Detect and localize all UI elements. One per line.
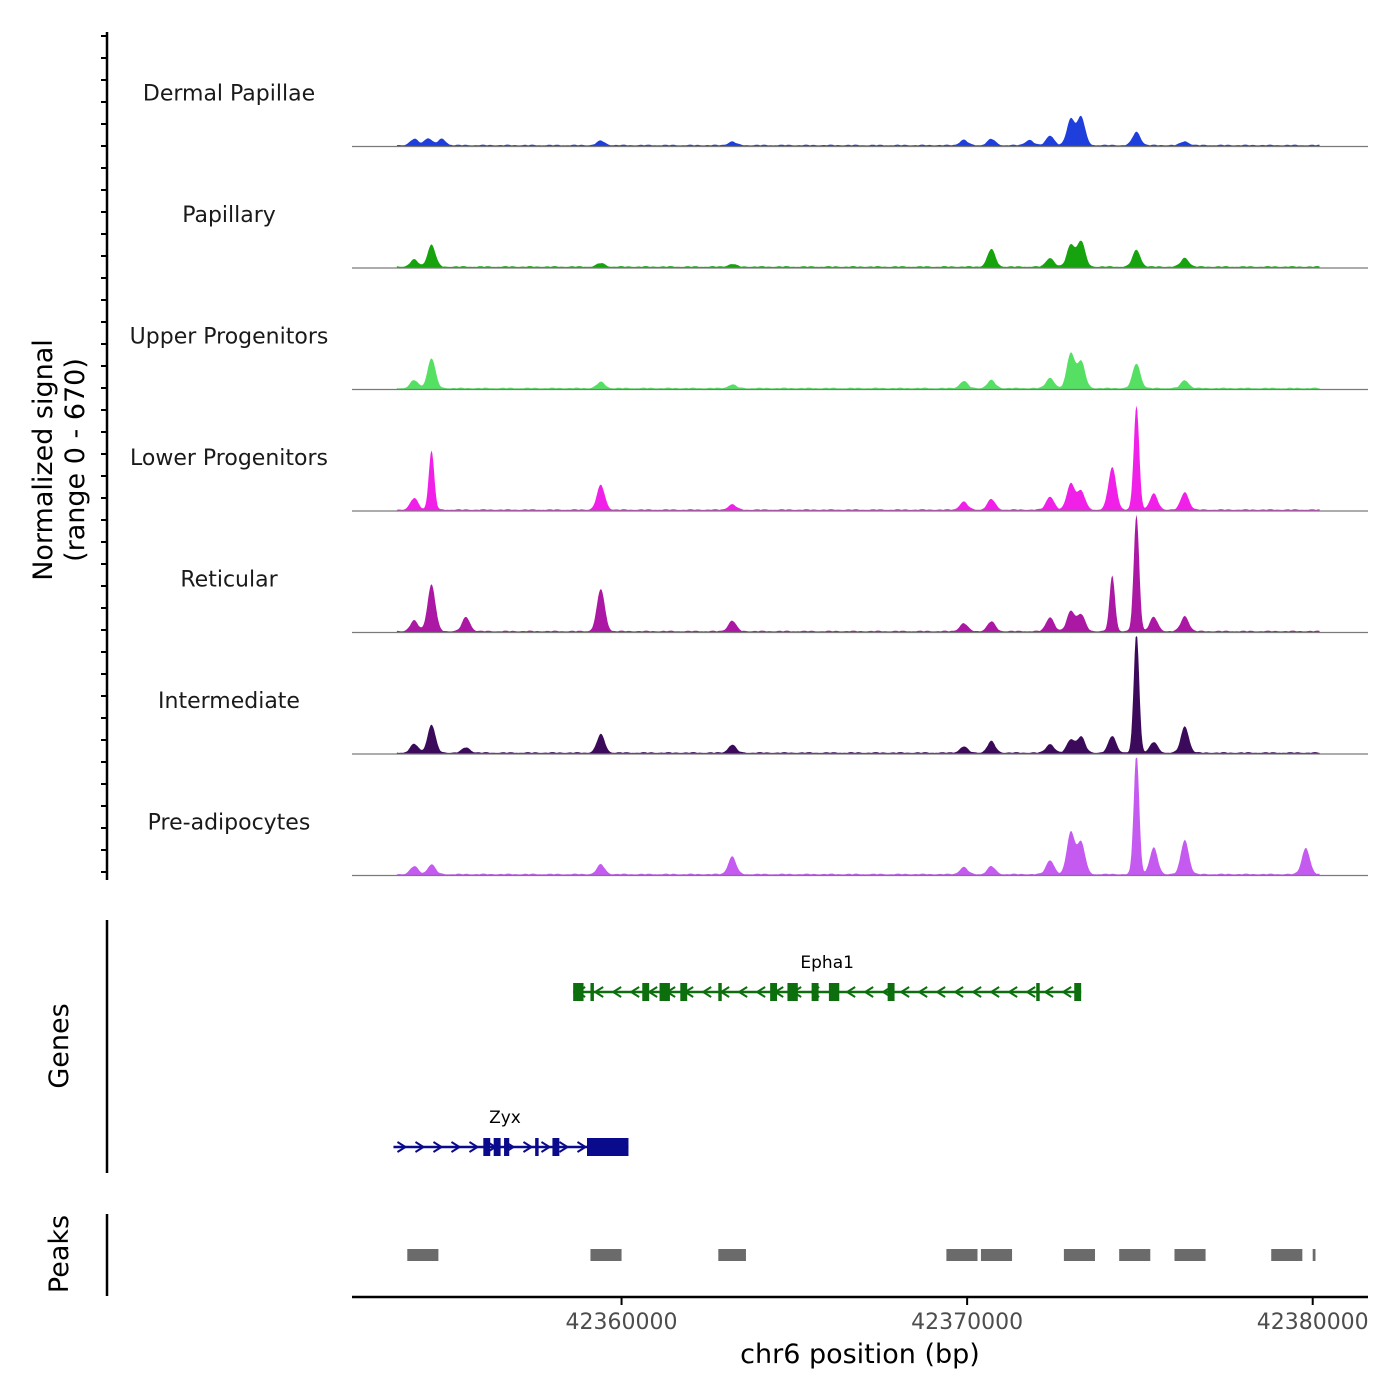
peak-region bbox=[1312, 1249, 1316, 1261]
strand-arrow bbox=[1043, 986, 1054, 998]
coverage-area bbox=[396, 240, 1320, 268]
strand-arrow bbox=[558, 1141, 570, 1153]
coverage-y-ticks bbox=[101, 35, 107, 873]
gene-exon bbox=[680, 983, 688, 1001]
coverage-area bbox=[396, 352, 1320, 390]
strand-arrow bbox=[593, 986, 604, 998]
track-label: Dermal Papillae bbox=[143, 82, 315, 107]
peak-region bbox=[590, 1249, 622, 1261]
peak-region bbox=[980, 1249, 1013, 1261]
gene-exon bbox=[1074, 983, 1082, 1001]
strand-arrow bbox=[701, 986, 712, 998]
strand-arrow bbox=[396, 1141, 408, 1153]
strand-arrow bbox=[450, 1141, 462, 1153]
gene-exon bbox=[504, 1138, 510, 1156]
strand-arrow bbox=[737, 986, 748, 998]
peak-panel bbox=[407, 1249, 1316, 1261]
track-pre-adipocytes: Pre-adipocytes bbox=[148, 757, 1368, 877]
gene-exon bbox=[811, 983, 819, 1001]
strand-arrow bbox=[522, 1141, 534, 1153]
coverage-area bbox=[396, 514, 1320, 633]
x-tick-label: 42380000 bbox=[1257, 1310, 1369, 1335]
strand-arrow bbox=[576, 1141, 588, 1153]
gene-epha1: Epha1 bbox=[573, 953, 1082, 1001]
genes-panel-title: Genes bbox=[44, 1003, 75, 1088]
gene-label: Zyx bbox=[489, 1108, 521, 1128]
strand-arrow bbox=[414, 1141, 426, 1153]
gene-exon bbox=[483, 1138, 491, 1156]
strand-arrow bbox=[989, 986, 1000, 998]
strand-arrow bbox=[432, 1141, 444, 1153]
track-label: Lower Progenitors bbox=[130, 446, 328, 471]
gene-exon bbox=[535, 1138, 539, 1156]
coverage-area bbox=[396, 636, 1320, 754]
peak-region bbox=[1271, 1249, 1303, 1261]
track-upper-progenitors: Upper Progenitors bbox=[130, 325, 1368, 391]
gene-exon bbox=[828, 983, 840, 1001]
y-axis-title-line2: (range 0 - 670) bbox=[60, 358, 91, 562]
gene-exon bbox=[586, 1138, 629, 1156]
track-lower-progenitors: Lower Progenitors bbox=[130, 405, 1368, 512]
peak-region bbox=[1063, 1249, 1095, 1261]
peaks-panel-title: Peaks bbox=[44, 1215, 75, 1293]
gene-exon bbox=[552, 1138, 560, 1156]
gene-exon bbox=[493, 1138, 501, 1156]
y-axis-title-line1: Normalized signal bbox=[28, 339, 59, 581]
track-label: Upper Progenitors bbox=[130, 325, 329, 350]
coverage-area bbox=[396, 757, 1320, 876]
gene-exon bbox=[659, 983, 670, 1001]
track-papillary: Papillary bbox=[182, 203, 1368, 269]
track-reticular: Reticular bbox=[180, 514, 1368, 634]
track-label: Reticular bbox=[180, 568, 278, 593]
strand-arrow bbox=[1007, 986, 1018, 998]
coverage-area bbox=[396, 115, 1320, 147]
peak-region bbox=[946, 1249, 978, 1261]
strand-arrow bbox=[540, 1141, 552, 1153]
track-label: Pre-adipocytes bbox=[148, 811, 311, 836]
coverage-area bbox=[396, 405, 1320, 511]
strand-arrow bbox=[611, 986, 622, 998]
gene-exon bbox=[573, 983, 584, 1001]
gene-zyx: Zyx bbox=[393, 1108, 629, 1156]
strand-arrow bbox=[935, 986, 946, 998]
gene-exon bbox=[787, 983, 798, 1001]
gene-exon bbox=[770, 983, 778, 1001]
x-axis-title: chr6 position (bp) bbox=[740, 1339, 980, 1370]
gene-annotation-panel: Epha1 Zyx bbox=[393, 953, 1082, 1156]
strand-arrow bbox=[755, 986, 766, 998]
peak-region bbox=[1174, 1249, 1206, 1261]
track-dermal-papillae: Dermal Papillae bbox=[143, 82, 1368, 148]
strand-arrow bbox=[1061, 986, 1072, 998]
gene-exon bbox=[718, 983, 722, 1001]
gene-exon bbox=[590, 983, 594, 1001]
gene-exon bbox=[1036, 983, 1040, 1001]
strand-arrow bbox=[1025, 986, 1036, 998]
strand-arrow bbox=[917, 986, 928, 998]
peak-region bbox=[718, 1249, 746, 1261]
gene-exon bbox=[887, 983, 895, 1001]
strand-arrow bbox=[629, 986, 640, 998]
x-tick-label: 42360000 bbox=[566, 1310, 678, 1335]
strand-arrow bbox=[863, 986, 874, 998]
strand-arrow bbox=[953, 986, 964, 998]
strand-arrow bbox=[899, 986, 910, 998]
track-intermediate: Intermediate bbox=[158, 636, 1368, 755]
track-label: Papillary bbox=[182, 203, 276, 228]
x-tick-label: 42370000 bbox=[911, 1310, 1023, 1335]
strand-arrow bbox=[468, 1141, 480, 1153]
strand-arrow bbox=[971, 986, 982, 998]
gene-label: Epha1 bbox=[800, 953, 854, 973]
gene-exon bbox=[642, 983, 650, 1001]
peak-region bbox=[407, 1249, 439, 1261]
x-axis-ticks: 42360000 42370000 42380000 bbox=[566, 1297, 1369, 1335]
peak-region bbox=[1119, 1249, 1151, 1261]
track-label: Intermediate bbox=[158, 689, 300, 714]
coverage-tracks: Dermal Papillae Papillary Upper Progenitor… bbox=[130, 82, 1368, 877]
strand-arrow bbox=[845, 986, 856, 998]
